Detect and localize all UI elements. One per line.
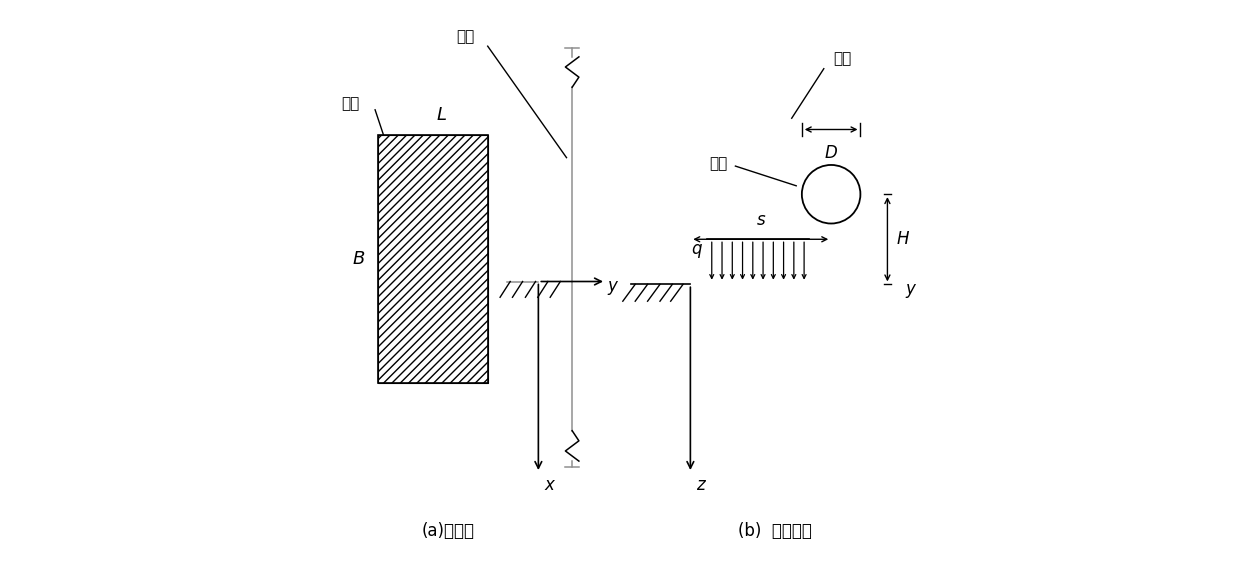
Text: $y$: $y$ <box>608 279 620 297</box>
Text: 堆载: 堆载 <box>833 52 852 66</box>
Bar <box>378 135 487 383</box>
Text: $z$: $z$ <box>696 476 707 494</box>
Text: $H$: $H$ <box>895 230 910 248</box>
Text: (b)  横截面图: (b) 横截面图 <box>738 522 812 540</box>
Text: $s$: $s$ <box>755 211 766 229</box>
Text: $x$: $x$ <box>544 476 557 494</box>
Text: $y$: $y$ <box>905 282 918 300</box>
Text: $q$: $q$ <box>691 242 703 260</box>
Bar <box>378 135 487 383</box>
Text: 堆载: 堆载 <box>341 97 360 111</box>
Text: $B$: $B$ <box>352 250 366 268</box>
Text: 隧道: 隧道 <box>709 156 728 171</box>
Text: $L$: $L$ <box>435 106 446 124</box>
Text: 隧道: 隧道 <box>456 29 474 44</box>
Text: $D$: $D$ <box>825 144 838 162</box>
Text: (a)平面图: (a)平面图 <box>422 522 475 540</box>
